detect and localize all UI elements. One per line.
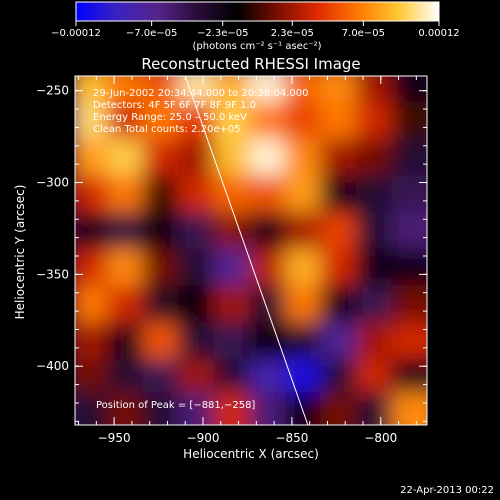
annotation-line: Clean Total counts: 2.20e+05 [93, 124, 241, 135]
x-axis-label: Heliocentric X (arcsec) [183, 447, 319, 461]
colorbar-tick-label: −7.0e−05 [126, 28, 178, 39]
chart-title: Reconstructed RHESSI Image [141, 55, 360, 73]
y-tick-label: −400 [36, 359, 69, 373]
solar-limb-line [184, 76, 309, 425]
colorbar-tick-label: 7.0e−05 [342, 28, 385, 39]
colorbar [75, 1, 440, 22]
x-axis: −950 −900 −850 −800 [78, 76, 417, 445]
annotation-line: Detectors: 4F 5F 6F 7F 8F 9F 1.0 [93, 100, 256, 111]
y-axis: −250 −300 −350 −400 [36, 84, 427, 422]
y-tick-label: −300 [36, 176, 69, 190]
intensity-map [75, 76, 427, 425]
intensity-cell [391, 391, 427, 425]
y-tick-label: −250 [36, 84, 69, 98]
y-tick-label: −350 [36, 267, 69, 281]
peak-position-label: Position of Peak = [−881,−258] [96, 400, 255, 411]
x-tick-label: −800 [364, 431, 397, 445]
colorbar-ticks: −0.00012 −7.0e−05 −2.3e−05 2.3e−05 7.0e−05 0.… [51, 21, 460, 39]
colorbar-tick-label: −2.3e−05 [197, 28, 249, 39]
x-tick-label: −950 [98, 431, 131, 445]
x-tick-label: −850 [275, 431, 308, 445]
colorbar-tick-label: −0.00012 [51, 28, 101, 39]
plot-frame [74, 75, 428, 426]
colorbar-tick-label: 0.00012 [418, 28, 459, 39]
colorbar-tick-label: 2.3e−05 [271, 28, 314, 39]
colorbar-unit-label: (photons cm⁻² s⁻¹ asec⁻²) [192, 41, 321, 52]
annotation-line: 29-Jun-2002 20:34:44.000 to 20:38:04.000 [93, 88, 309, 99]
annotation-line: Energy Range: 25.0 – 50.0 keV [93, 112, 247, 123]
observation-annotations: 29-Jun-2002 20:34:44.000 to 20:38:04.000… [93, 88, 309, 135]
x-tick-label: −900 [187, 431, 220, 445]
generation-timestamp: 22-Apr-2013 00:22 [400, 485, 494, 496]
y-axis-label: Heliocentric Y (arcsec) [13, 185, 27, 320]
